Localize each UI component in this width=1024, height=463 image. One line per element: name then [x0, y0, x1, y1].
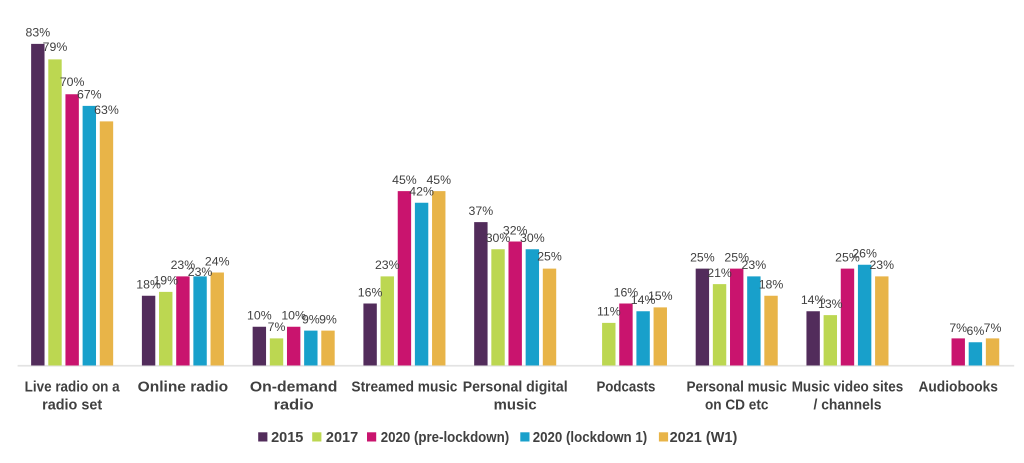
- svg-text:9%: 9%: [319, 312, 337, 326]
- svg-text:on CD etc: on CD etc: [705, 398, 769, 414]
- svg-text:30%: 30%: [520, 231, 545, 245]
- svg-text:25%: 25%: [724, 250, 749, 264]
- svg-text:10%: 10%: [247, 309, 272, 323]
- svg-text:9%: 9%: [302, 312, 320, 326]
- svg-text:7%: 7%: [984, 321, 1002, 335]
- svg-text:42%: 42%: [409, 185, 434, 199]
- svg-text:79%: 79%: [43, 40, 68, 54]
- svg-text:Streamed music: Streamed music: [351, 379, 457, 395]
- svg-text:On-demand: On-demand: [250, 379, 338, 395]
- svg-text:7%: 7%: [268, 320, 286, 334]
- svg-text:16%: 16%: [614, 285, 639, 299]
- svg-text:23%: 23%: [742, 258, 767, 272]
- svg-text:6%: 6%: [966, 324, 984, 338]
- svg-text:70%: 70%: [60, 75, 85, 89]
- svg-text:67%: 67%: [77, 88, 102, 102]
- svg-text:11%: 11%: [597, 305, 621, 319]
- svg-text:Music video sites: Music video sites: [792, 379, 904, 395]
- svg-text:45%: 45%: [392, 173, 417, 187]
- svg-text:Personal music: Personal music: [686, 379, 787, 395]
- svg-text:18%: 18%: [759, 278, 784, 292]
- svg-text:23%: 23%: [171, 258, 196, 272]
- svg-text:25%: 25%: [537, 249, 562, 263]
- svg-text:15%: 15%: [648, 289, 673, 303]
- svg-text:25%: 25%: [835, 250, 860, 264]
- svg-text:37%: 37%: [469, 204, 494, 218]
- svg-text:16%: 16%: [358, 285, 383, 299]
- svg-text:2015: 2015: [271, 430, 303, 446]
- svg-text:13%: 13%: [818, 297, 843, 311]
- svg-text:Personal digital: Personal digital: [463, 379, 568, 395]
- svg-text:19%: 19%: [153, 274, 178, 288]
- svg-text:63%: 63%: [94, 103, 119, 117]
- svg-text:26%: 26%: [852, 247, 877, 261]
- svg-text:radio: radio: [274, 398, 314, 414]
- svg-text:83%: 83%: [26, 26, 51, 40]
- svg-text:2021 (W1): 2021 (W1): [670, 430, 738, 446]
- svg-text:25%: 25%: [690, 250, 715, 264]
- svg-text:18%: 18%: [136, 278, 161, 292]
- svg-text:2020 (lockdown 1): 2020 (lockdown 1): [533, 430, 648, 446]
- svg-text:45%: 45%: [426, 173, 451, 187]
- svg-text:Audiobooks: Audiobooks: [918, 379, 998, 395]
- svg-text:23%: 23%: [375, 258, 400, 272]
- svg-text:23%: 23%: [869, 258, 894, 272]
- svg-text:Podcasts: Podcasts: [596, 379, 655, 395]
- svg-text:21%: 21%: [707, 266, 732, 280]
- svg-text:14%: 14%: [801, 293, 826, 307]
- svg-text:2020 (pre-lockdown): 2020 (pre-lockdown): [381, 430, 510, 446]
- svg-text:23%: 23%: [188, 265, 213, 279]
- svg-text:24%: 24%: [205, 254, 230, 268]
- svg-text:14%: 14%: [631, 293, 656, 307]
- svg-text:10%: 10%: [281, 309, 306, 323]
- svg-text:2017: 2017: [326, 430, 358, 446]
- svg-text:30%: 30%: [486, 231, 511, 245]
- svg-text:radio set: radio set: [42, 398, 102, 414]
- svg-text:music: music: [494, 398, 537, 414]
- svg-text:7%: 7%: [949, 321, 967, 335]
- svg-text:32%: 32%: [503, 223, 528, 237]
- svg-text:Online radio: Online radio: [138, 379, 229, 395]
- svg-text:Live radio on a: Live radio on a: [25, 379, 121, 395]
- svg-text:/ channels: / channels: [813, 398, 881, 414]
